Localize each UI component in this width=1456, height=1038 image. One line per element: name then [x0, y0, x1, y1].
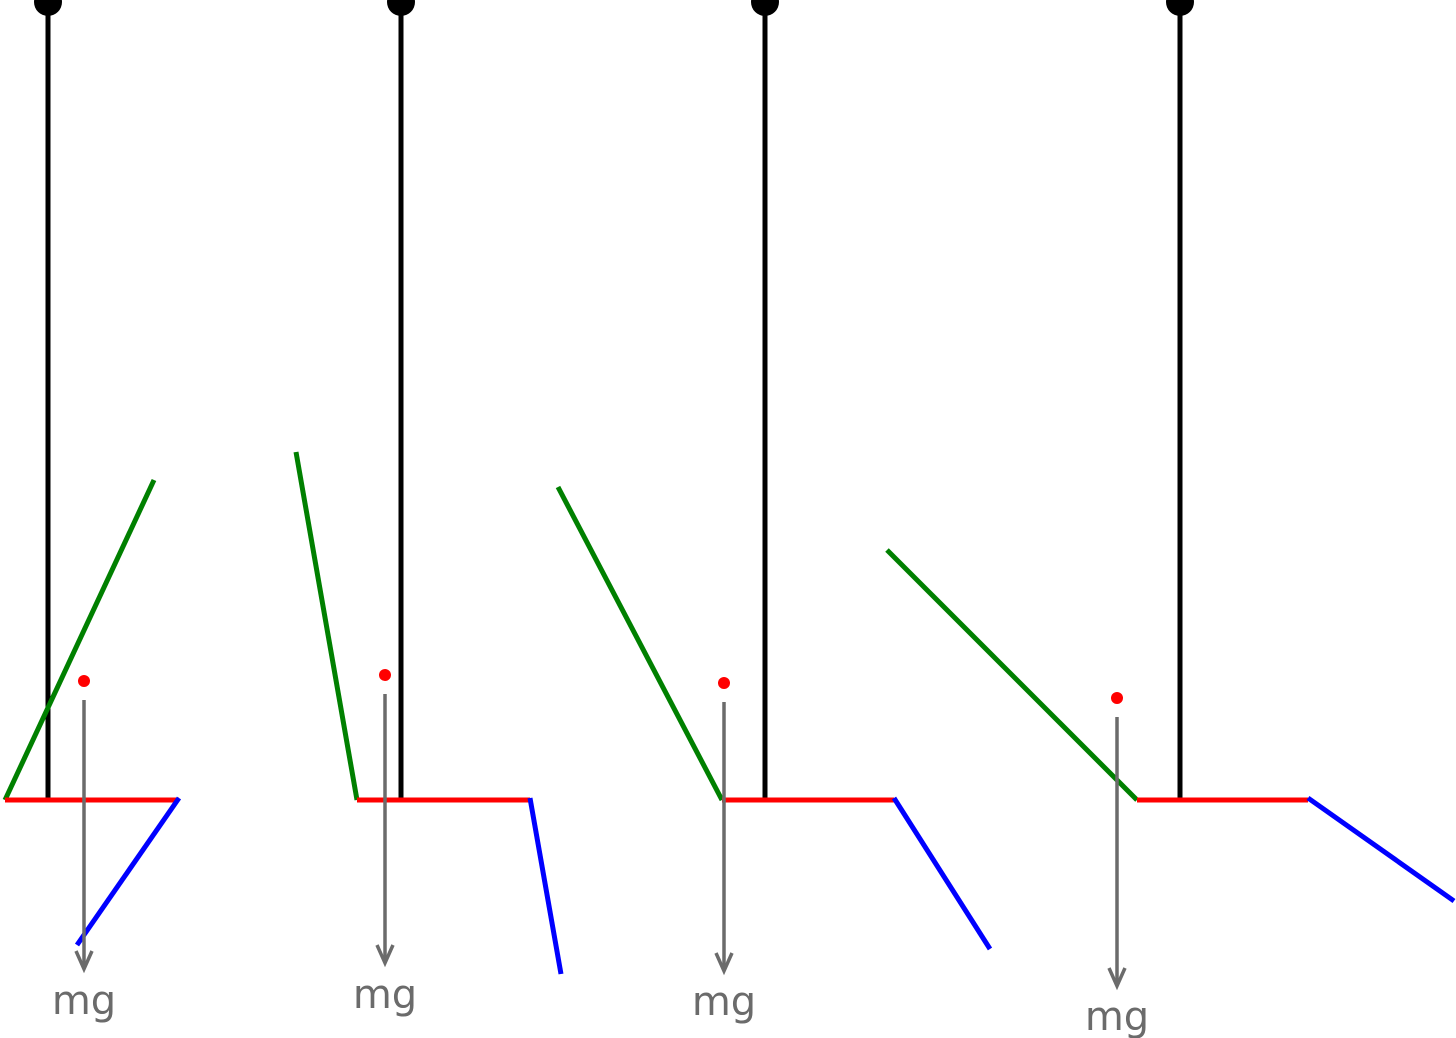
panel-4: mg — [885, 0, 1456, 1038]
weight-force-label: mg — [692, 979, 756, 1025]
weight-force-label: mg — [1085, 994, 1149, 1038]
center-of-mass-dot — [1111, 692, 1123, 704]
weight-force-arrowhead — [74, 950, 94, 974]
weight-force-arrowhead — [375, 944, 395, 968]
weight-force-label: mg — [353, 972, 417, 1018]
panel-2: mg — [293, 0, 564, 1018]
pivot-point — [387, 0, 415, 16]
weight-force-arrowhead — [1107, 967, 1127, 991]
left-arm — [555, 485, 725, 802]
center-of-mass-dot — [718, 677, 730, 689]
pivot-point — [751, 0, 779, 16]
right-arm — [74, 796, 182, 947]
center-of-mass-dot — [78, 675, 90, 687]
left-arm — [2, 478, 157, 802]
weight-force-label: mg — [52, 978, 116, 1024]
weight-force-arrowhead — [714, 952, 734, 976]
center-of-mass-dot — [379, 669, 391, 681]
right-arm — [1306, 795, 1456, 904]
left-arm — [885, 548, 1139, 802]
panel-3: mg — [555, 0, 993, 1025]
pivot-point — [1166, 0, 1194, 16]
pivot-point — [34, 0, 62, 16]
right-arm — [527, 797, 564, 975]
left-arm — [293, 451, 360, 801]
panel-1: mg — [2, 0, 182, 1024]
right-arm — [891, 796, 993, 951]
